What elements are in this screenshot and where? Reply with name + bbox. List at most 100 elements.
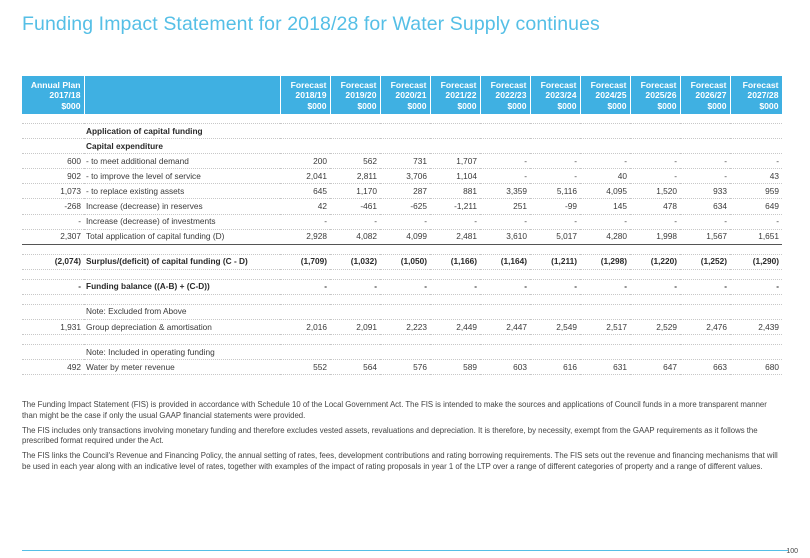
- annual-plan-cell: [22, 123, 84, 140]
- forecast-value-cell: -: [480, 279, 530, 295]
- forecast-value-cell: 1,567: [680, 229, 730, 245]
- forecast-value-cell: 603: [480, 359, 530, 376]
- row-label: - to replace existing assets: [84, 183, 280, 200]
- spacer-cell: [530, 294, 580, 305]
- spacer-cell: [730, 114, 782, 124]
- forecast-value-cell: 562: [330, 153, 380, 170]
- forecast-value-cell: 645: [280, 183, 330, 200]
- forecast-value-cell: 2,481: [430, 229, 480, 245]
- forecast-value-cell: [280, 304, 330, 321]
- forecast-value-cell: [280, 123, 330, 140]
- forecast-value-cell: [680, 304, 730, 321]
- spacer-cell: [380, 269, 430, 280]
- forecast-value-cell: [730, 344, 782, 361]
- forecast-value-cell: 2,439: [730, 319, 782, 336]
- forecast-value-cell: (1,220): [630, 254, 680, 270]
- spacer-cell: [84, 244, 280, 255]
- table-body: Application of capital funding Capital ex…: [22, 114, 782, 376]
- forecast-value-cell: [480, 138, 530, 155]
- forecast-value-cell: [480, 344, 530, 361]
- forecast-value-cell: [630, 304, 680, 321]
- forecast-value-cell: 649: [730, 198, 782, 215]
- table-row: 1,931 Group depreciation & amortisation 2,…: [22, 319, 782, 336]
- forecast-value-cell: -: [380, 279, 430, 295]
- spacer-cell: [280, 294, 330, 305]
- forecast-value-cell: -: [580, 153, 630, 170]
- forecast-value-cell: [280, 344, 330, 361]
- note-paragraph: The FIS includes only transactions invol…: [22, 425, 758, 446]
- header-forecast: Forecast 2027/28 $000: [730, 76, 783, 114]
- spacer-cell: [480, 269, 530, 280]
- forecast-value-cell: -: [580, 214, 630, 230]
- header-forecast: Forecast 2020/21 $000: [380, 76, 431, 114]
- header-forecast-line: Forecast: [290, 79, 327, 90]
- forecast-value-cell: 2,517: [580, 319, 630, 336]
- spacer-cell: [580, 269, 630, 280]
- table-row: (2,074) Surplus/(deficit) of capital fund…: [22, 254, 782, 270]
- row-label: Water by meter revenue: [84, 359, 280, 376]
- forecast-value-cell: [580, 138, 630, 155]
- forecast-value-cell: 145: [580, 198, 630, 215]
- forecast-value-cell: 552: [280, 359, 330, 376]
- spacer-cell: [280, 269, 330, 280]
- spacer-cell: [530, 244, 580, 255]
- table-row: -268 Increase (decrease) in reserves 42 -46…: [22, 198, 782, 215]
- forecast-value-cell: 4,099: [380, 229, 430, 245]
- note-paragraph: The Funding Impact Statement (FIS) is pr…: [22, 400, 767, 420]
- forecast-value-cell: -: [480, 153, 530, 170]
- forecast-value-cell: -: [530, 168, 580, 185]
- header-forecast: Forecast 2021/22 $000: [430, 76, 481, 114]
- forecast-value-cell: 3,706: [380, 168, 430, 185]
- spacer-cell: [380, 114, 430, 124]
- forecast-value-cell: 1,520: [630, 183, 680, 200]
- table-row: Capital expenditure: [22, 138, 782, 155]
- forecast-value-cell: (1,252): [680, 254, 730, 270]
- forecast-value-cell: -: [480, 214, 530, 230]
- table-row: 600- to meet additional demand 200 562 731 1…: [22, 153, 782, 170]
- annual-plan-cell: 492: [22, 359, 84, 376]
- note-paragraph: The FIS links the Council's Revenue and …: [22, 451, 778, 471]
- forecast-value-cell: 634: [680, 198, 730, 215]
- forecast-value-cell: 576: [380, 359, 430, 376]
- forecast-value-cell: [530, 344, 580, 361]
- spacer-cell: [680, 114, 730, 124]
- spacer-cell: [680, 244, 730, 255]
- forecast-value-cell: [330, 304, 380, 321]
- forecast-value-cell: [430, 304, 480, 321]
- spacer-cell: [730, 294, 782, 305]
- forecast-value-cell: [430, 123, 480, 140]
- header-forecast-line: $000: [457, 100, 477, 111]
- header-forecast-line: 2024/25: [595, 90, 627, 100]
- table-row: - Funding balance ((A-B) + (C-D)) - - - - - - - -…: [22, 279, 782, 295]
- annual-plan-cell: 902: [22, 168, 84, 185]
- page-number: 100: [786, 548, 798, 555]
- forecast-value-cell: 3,359: [480, 183, 530, 200]
- annual-plan-cell: 1,931: [22, 319, 84, 336]
- header-description: [84, 76, 281, 114]
- spacer-cell: [480, 244, 530, 255]
- spacer-cell: [730, 334, 782, 346]
- forecast-value-cell: -: [480, 168, 530, 185]
- forecast-value-cell: 631: [580, 359, 630, 376]
- forecast-value-cell: 4,082: [330, 229, 380, 245]
- forecast-value-cell: -1,211: [430, 198, 480, 215]
- forecast-value-cell: 589: [430, 359, 480, 376]
- forecast-value-cell: -: [680, 279, 730, 295]
- table-row: 492 Water by meter revenue 552 564 576 589 603…: [22, 359, 782, 376]
- forecast-value-cell: 5,017: [530, 229, 580, 245]
- table-row: - Increase (decrease) of investments - - - - -…: [22, 214, 782, 230]
- spacer-cell: [84, 294, 280, 305]
- header-forecast-line: Forecast: [390, 79, 427, 90]
- spacer-cell: [630, 269, 680, 280]
- header-forecast-line: 2018/19: [295, 90, 327, 100]
- spacer-cell: [330, 294, 380, 305]
- header-forecast-line: 2020/21: [395, 90, 427, 100]
- header-forecast: Forecast 2024/25 $000: [580, 76, 631, 114]
- table-row: Note: Excluded from Above: [22, 304, 782, 321]
- forecast-value-cell: 1,104: [430, 168, 480, 185]
- header-forecast-line: $000: [759, 100, 779, 111]
- forecast-value-cell: [480, 304, 530, 321]
- forecast-value-cell: [580, 304, 630, 321]
- forecast-value-cell: [330, 344, 380, 361]
- spacer-cell: [430, 294, 480, 305]
